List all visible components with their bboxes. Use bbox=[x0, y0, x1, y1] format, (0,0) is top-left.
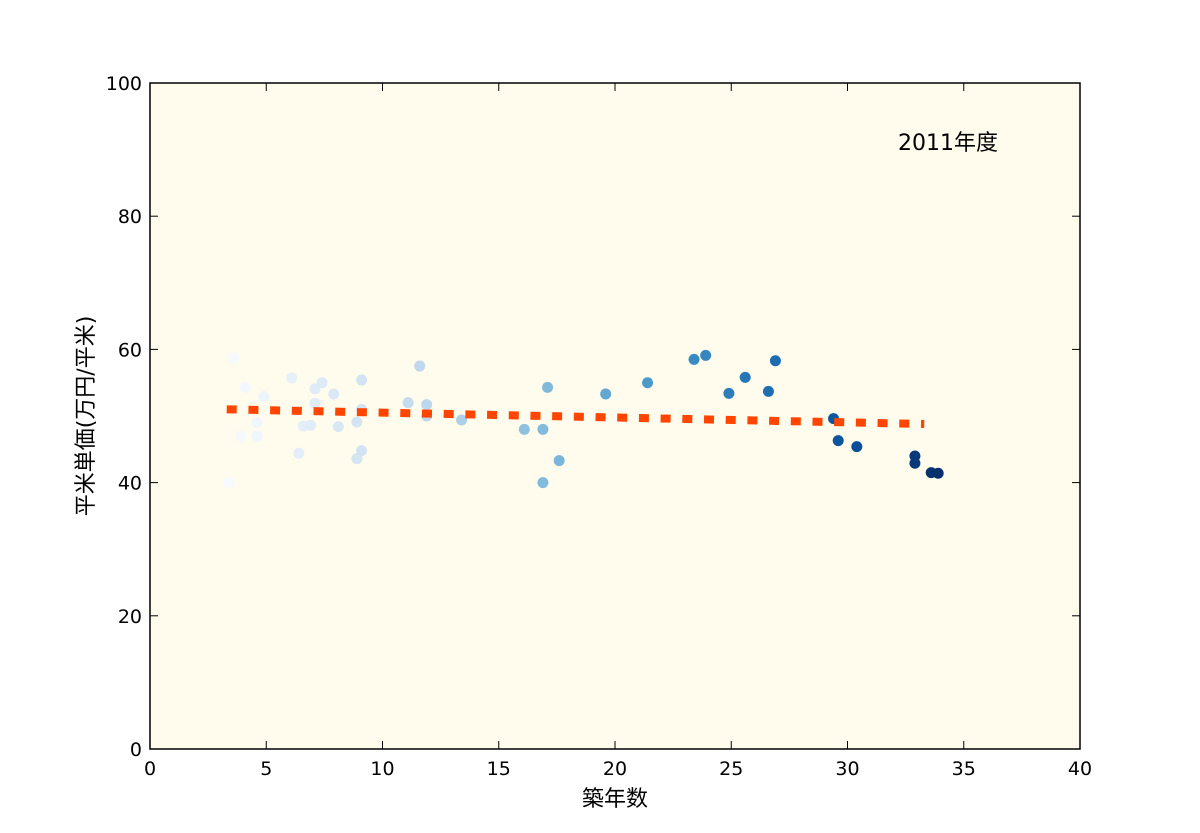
trend-line bbox=[226, 405, 925, 428]
data-point-10 bbox=[304, 419, 316, 431]
data-point-38 bbox=[769, 355, 781, 367]
data-point-32 bbox=[642, 377, 654, 389]
data-point-37 bbox=[762, 385, 774, 397]
x-tick-label-30: 30 bbox=[835, 758, 859, 780]
data-point-40 bbox=[832, 435, 844, 447]
data-point-26 bbox=[518, 423, 530, 435]
data-point-5 bbox=[251, 430, 263, 442]
data-point-30 bbox=[553, 455, 565, 467]
x-tick-label-40: 40 bbox=[1068, 758, 1092, 780]
data-point-35 bbox=[723, 387, 735, 399]
data-point-36 bbox=[739, 371, 751, 383]
data-point-22 bbox=[414, 360, 426, 372]
data-point-28 bbox=[537, 477, 549, 489]
data-point-6 bbox=[258, 391, 270, 403]
data-point-33 bbox=[688, 353, 700, 365]
x-tick-label-5: 5 bbox=[260, 758, 272, 780]
x-tick-label-0: 0 bbox=[144, 758, 156, 780]
data-point-41 bbox=[851, 441, 863, 453]
data-point-12 bbox=[309, 397, 321, 409]
data-point-20 bbox=[356, 445, 368, 457]
data-point-45 bbox=[932, 467, 944, 479]
data-point-17 bbox=[351, 416, 363, 428]
data-point-4 bbox=[251, 417, 263, 429]
data-point-34 bbox=[700, 349, 712, 361]
data-point-1 bbox=[228, 352, 240, 364]
x-tick-label-20: 20 bbox=[603, 758, 627, 780]
plot-background bbox=[150, 83, 1080, 749]
year-annotation: 2011年度 bbox=[898, 131, 998, 156]
data-point-31 bbox=[600, 388, 612, 400]
data-point-27 bbox=[537, 423, 549, 435]
y-axis-title: 平米単価(万円/平米) bbox=[74, 316, 99, 517]
data-point-21 bbox=[402, 397, 414, 409]
data-point-25 bbox=[456, 414, 468, 426]
y-tick-label-0: 0 bbox=[130, 739, 142, 761]
data-point-3 bbox=[239, 381, 251, 393]
data-point-14 bbox=[328, 388, 340, 400]
y-tick-label-60: 60 bbox=[118, 339, 142, 361]
x-axis-title: 築年数 bbox=[582, 787, 648, 812]
data-point-18 bbox=[356, 374, 368, 386]
x-tick-label-10: 10 bbox=[370, 758, 394, 780]
data-point-2 bbox=[235, 430, 247, 442]
data-point-43 bbox=[909, 457, 921, 469]
x-tick-label-35: 35 bbox=[952, 758, 976, 780]
x-tick-label-25: 25 bbox=[719, 758, 743, 780]
x-tick-label-15: 15 bbox=[487, 758, 511, 780]
data-point-13 bbox=[316, 377, 328, 389]
y-tick-label-20: 20 bbox=[118, 606, 142, 628]
data-point-7 bbox=[286, 372, 298, 384]
data-point-23 bbox=[421, 399, 433, 411]
axis-ticks: 0 5 10 15 20 25 30 35 40 0 20 40 60 80 100 bbox=[106, 73, 1092, 780]
data-point-0 bbox=[223, 477, 235, 489]
data-point-15 bbox=[332, 421, 344, 433]
y-tick-label-80: 80 bbox=[118, 206, 142, 228]
data-point-8 bbox=[293, 447, 305, 459]
data-point-16 bbox=[351, 453, 363, 465]
y-tick-label-40: 40 bbox=[118, 473, 142, 495]
data-points bbox=[223, 349, 944, 489]
data-point-29 bbox=[542, 381, 554, 393]
y-tick-label-100: 100 bbox=[106, 73, 142, 95]
